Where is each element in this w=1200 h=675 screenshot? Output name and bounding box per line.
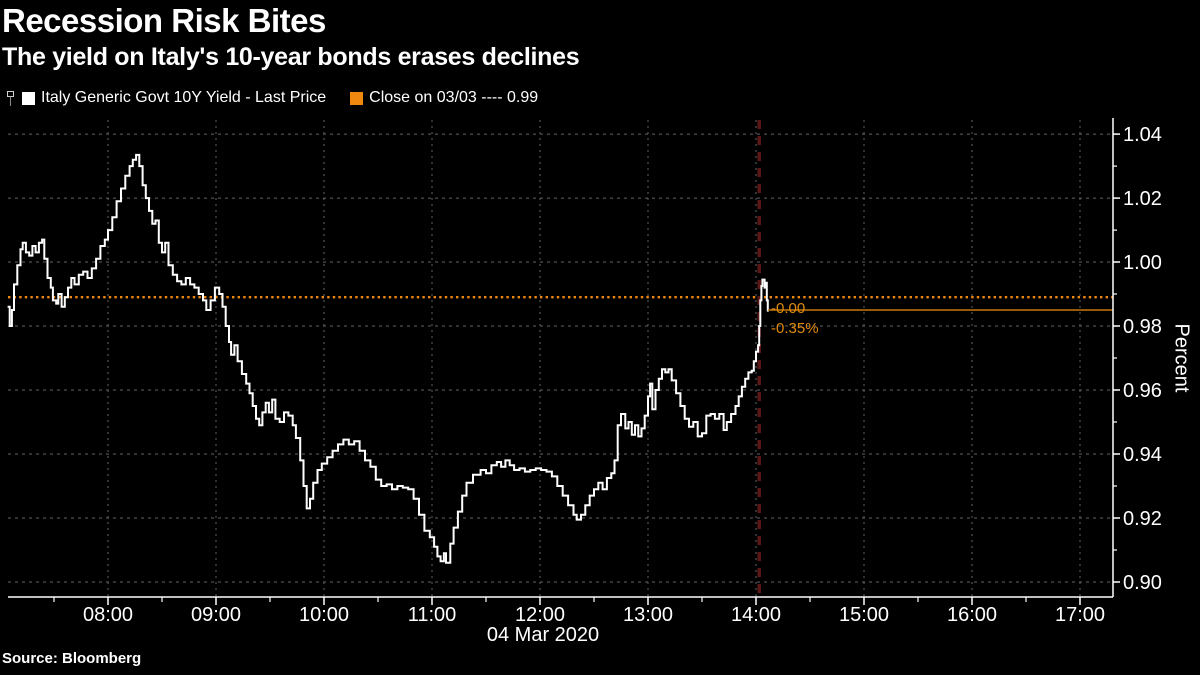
legend-close-label: Close on 03/03 ---- 0.99 <box>369 89 539 106</box>
svg-text:0.94: 0.94 <box>1123 444 1162 466</box>
last-price-change-label: -0.00 <box>771 300 806 317</box>
source-credit: Source: Bloomberg <box>2 650 142 667</box>
svg-text:0.92: 0.92 <box>1123 508 1162 530</box>
svg-text:15:00: 15:00 <box>839 604 889 626</box>
svg-text:1.02: 1.02 <box>1123 188 1162 210</box>
last-price-pct-change-label: -0.35% <box>771 320 819 337</box>
y-axis-title: Percent <box>1170 323 1193 393</box>
svg-text:10:00: 10:00 <box>299 604 349 626</box>
svg-text:0.98: 0.98 <box>1123 316 1162 338</box>
svg-text:1.00: 1.00 <box>1123 252 1162 274</box>
svg-text:16:00: 16:00 <box>947 604 997 626</box>
series-swatch-white <box>22 91 35 105</box>
flag-marker-icon <box>6 90 16 107</box>
page-subtitle: The yield on Italy's 10-year bonds erase… <box>2 43 580 71</box>
svg-text:11:00: 11:00 <box>408 604 457 626</box>
svg-text:0.90: 0.90 <box>1123 572 1162 594</box>
svg-text:14:00: 14:00 <box>731 604 781 626</box>
svg-text:1.04: 1.04 <box>1123 124 1162 146</box>
series-swatch-orange <box>350 91 364 105</box>
legend-series-label: Italy Generic Govt 10Y Yield - Last Pric… <box>41 89 327 106</box>
svg-text:09:00: 09:00 <box>191 604 241 626</box>
page-title: Recession Risk Bites <box>2 2 326 39</box>
svg-text:12:00: 12:00 <box>515 604 565 626</box>
chart-legend: Italy Generic Govt 10Y Yield - Last Pric… <box>6 89 538 107</box>
svg-text:0.96: 0.96 <box>1123 380 1162 402</box>
svg-text:17:00: 17:00 <box>1055 604 1105 626</box>
x-axis-date-label: 04 Mar 2020 <box>486 624 600 646</box>
svg-text:13:00: 13:00 <box>623 604 673 626</box>
svg-text:08:00: 08:00 <box>83 604 133 626</box>
